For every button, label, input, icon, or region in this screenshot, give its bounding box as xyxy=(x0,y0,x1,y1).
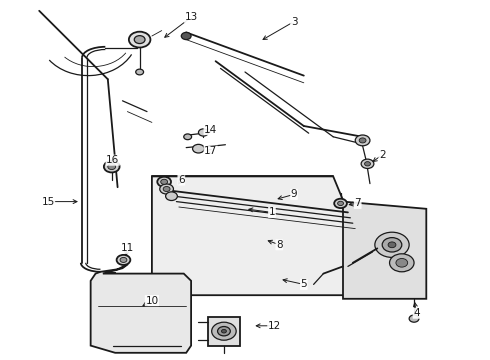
Circle shape xyxy=(108,164,116,170)
Circle shape xyxy=(161,179,168,184)
Text: 15: 15 xyxy=(41,197,55,207)
Text: 17: 17 xyxy=(204,146,218,156)
Circle shape xyxy=(163,186,170,192)
Circle shape xyxy=(375,232,409,257)
Circle shape xyxy=(184,134,192,140)
Circle shape xyxy=(120,257,127,262)
Circle shape xyxy=(117,255,130,265)
Circle shape xyxy=(390,254,414,272)
Circle shape xyxy=(134,36,145,44)
Circle shape xyxy=(221,329,226,333)
Text: 5: 5 xyxy=(300,279,307,289)
Polygon shape xyxy=(152,176,382,295)
Text: 3: 3 xyxy=(291,17,297,27)
Circle shape xyxy=(218,327,230,336)
Text: 2: 2 xyxy=(379,150,386,160)
Circle shape xyxy=(359,138,366,143)
Circle shape xyxy=(388,242,396,248)
Circle shape xyxy=(129,32,150,48)
Circle shape xyxy=(365,162,370,166)
Circle shape xyxy=(361,159,374,168)
Circle shape xyxy=(409,315,419,322)
Circle shape xyxy=(181,32,191,40)
Polygon shape xyxy=(208,317,240,346)
Text: 9: 9 xyxy=(291,189,297,199)
Text: 1: 1 xyxy=(269,207,275,217)
Circle shape xyxy=(355,135,370,146)
Text: 6: 6 xyxy=(178,175,185,185)
Text: 10: 10 xyxy=(146,296,158,306)
Circle shape xyxy=(193,144,204,153)
Text: 11: 11 xyxy=(121,243,134,253)
Text: 16: 16 xyxy=(106,155,120,165)
Circle shape xyxy=(382,238,402,252)
Text: 7: 7 xyxy=(354,198,361,208)
Circle shape xyxy=(338,201,343,206)
Circle shape xyxy=(104,161,120,172)
Circle shape xyxy=(136,69,144,75)
Text: 13: 13 xyxy=(184,12,198,22)
Circle shape xyxy=(212,322,236,340)
Text: 8: 8 xyxy=(276,240,283,250)
Text: 12: 12 xyxy=(268,321,281,331)
Circle shape xyxy=(334,199,347,208)
Polygon shape xyxy=(91,257,191,353)
Circle shape xyxy=(198,129,208,136)
Circle shape xyxy=(157,177,171,187)
Circle shape xyxy=(396,258,408,267)
Polygon shape xyxy=(343,202,426,299)
Circle shape xyxy=(160,184,173,194)
Text: 14: 14 xyxy=(204,125,218,135)
Circle shape xyxy=(166,192,177,201)
Text: 4: 4 xyxy=(413,308,420,318)
